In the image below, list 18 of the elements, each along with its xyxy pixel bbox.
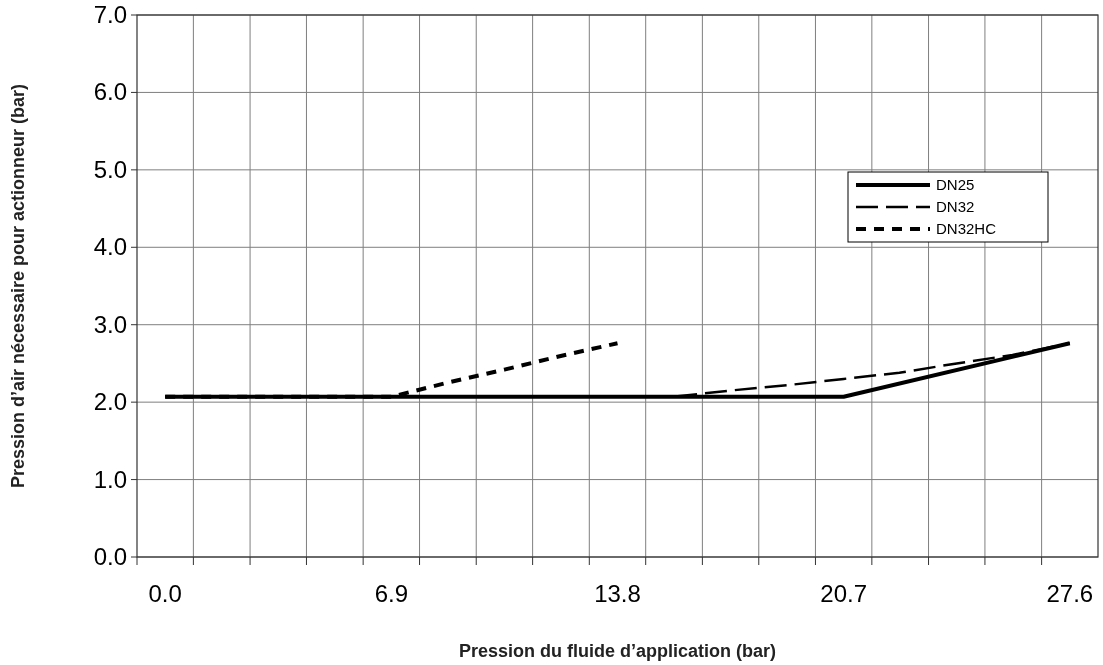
y-tick-label: 7.0 bbox=[93, 1, 127, 28]
y-tick-label: 2.0 bbox=[93, 388, 127, 416]
x-tick-label: 27.6 bbox=[1046, 580, 1094, 607]
x-tick-label: 6.9 bbox=[374, 580, 409, 607]
x-axis-title: Pression du fluide d’application (bar) bbox=[458, 641, 777, 661]
x-tick-label: 13.8 bbox=[594, 580, 641, 607]
legend-label: DN32HC bbox=[936, 220, 997, 237]
legend-label: DN25 bbox=[936, 176, 975, 193]
legend-label: DN32 bbox=[936, 198, 975, 215]
y-tick-label: 3.0 bbox=[93, 310, 127, 338]
y-tick-label: 1.0 bbox=[93, 465, 127, 493]
x-tick-label: 20.7 bbox=[820, 580, 868, 607]
y-tick-label: 5.0 bbox=[93, 155, 127, 183]
y-axis-title: Pression d’air nécessaire pour actionneur (bar) bbox=[8, 83, 28, 489]
x-tick-label: 0.0 bbox=[148, 580, 182, 607]
y-tick-label: 0.0 bbox=[93, 543, 127, 570]
y-tick-label: 4.0 bbox=[93, 233, 127, 261]
y-tick-label: 6.0 bbox=[93, 78, 127, 106]
